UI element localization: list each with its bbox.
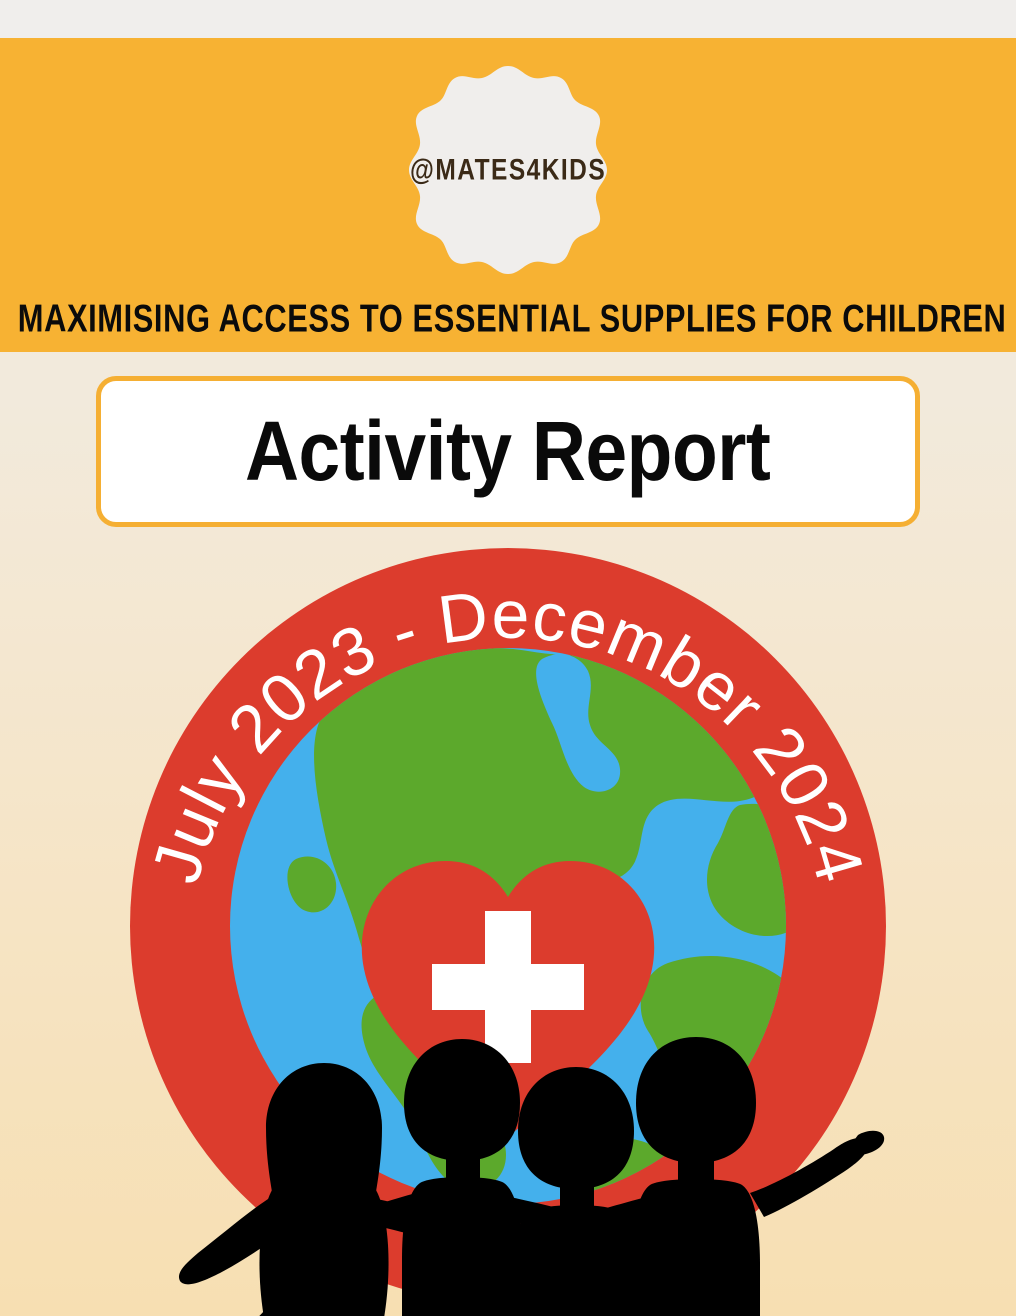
logo-handle-text: @MATES4KIDS — [409, 152, 607, 186]
scalloped-badge-icon — [409, 66, 607, 274]
medical-cross-icon — [432, 911, 584, 1063]
title-box: Activity Report — [96, 376, 920, 527]
children-silhouette — [178, 1037, 885, 1316]
child-silhouette-4 — [571, 1037, 885, 1316]
page-title: Activity Report — [245, 403, 771, 499]
emblem: July 2023 - December 2024 — [128, 543, 888, 1316]
top-strip — [0, 0, 1016, 38]
logo-badge: @MATES4KIDS — [400, 62, 616, 278]
tagline: MAXIMISING ACCESS TO ESSENTIAL SUPPLIES … — [17, 296, 1007, 340]
